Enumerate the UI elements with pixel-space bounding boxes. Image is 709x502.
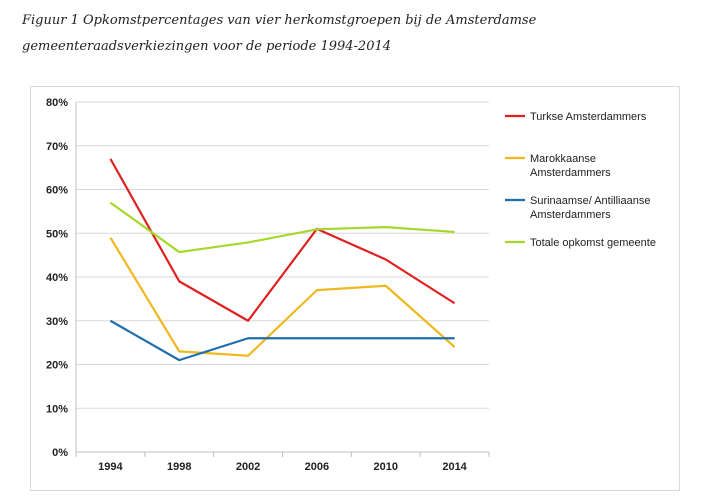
y-tick-label: 10% [46,403,68,415]
chart-frame [30,86,680,491]
legend-label: Surinaamse/ Antilliaanse [530,195,650,207]
y-tick-label: 40% [46,272,68,284]
y-tick-label: 20% [46,360,68,372]
series-line-2 [109,237,456,357]
legend-label: Marokkaanse [530,153,596,165]
x-tick-label: 2006 [305,461,329,473]
gridlines [76,101,489,409]
x-tick-label: 1998 [167,461,191,473]
y-tick-label: 30% [46,316,68,328]
legend: Turkse Amsterdammers Marokkaanse Amsterdam… [505,111,656,249]
y-tick-label: 80% [46,97,68,109]
series-line-4 [109,201,455,254]
y-tick-label: 50% [46,228,68,240]
y-tick-label: 60% [46,185,68,197]
axes: 0% 10% 20% 30% 40% 50% 60% 70% 80% 1994 1998 2002 20… [46,97,490,473]
x-tick-label: 2010 [374,461,398,473]
legend-label: Turkse Amsterdammers [530,111,647,123]
y-tick-label: 70% [46,141,68,153]
legend-label: Totale opkomst gemeente [530,237,656,249]
legend-label: Amsterdammers [530,209,611,221]
figure-caption: Figuur 1 Opkomstpercentages van vier her… [22,13,537,54]
series-line-3 [109,319,455,362]
x-tick-label: 2014 [442,461,467,473]
series-lines [109,158,456,362]
x-tick-label: 2002 [236,461,260,473]
legend-label: Amsterdammers [530,167,611,179]
series-line-1 [109,158,456,322]
y-tick-label: 0% [52,447,68,459]
x-tick-label: 1994 [98,461,123,473]
